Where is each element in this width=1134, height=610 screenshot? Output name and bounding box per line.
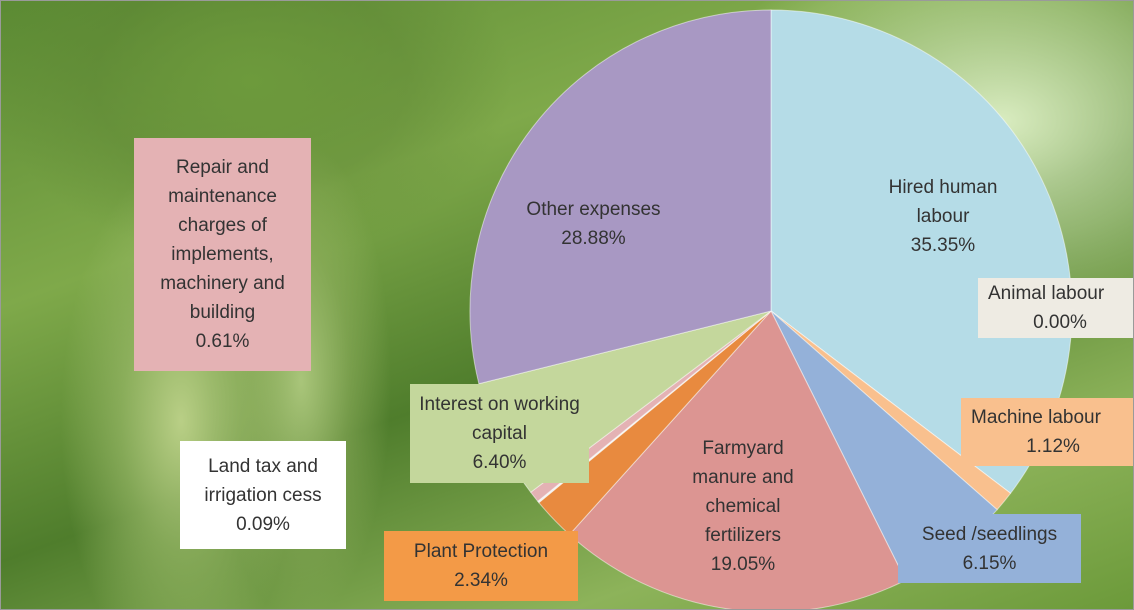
data-label: Animal labour 0.00%	[978, 278, 1133, 338]
value-label: 6.40%	[472, 452, 527, 473]
data-label: Machine labour 1.12%	[961, 398, 1133, 466]
data-label: Hired human labour 35.35%	[863, 166, 1023, 266]
category-label: Seed /seedlings	[921, 523, 1058, 545]
data-label: Seed /seedlings 6.15%	[898, 514, 1081, 583]
data-label: Plant Protection 2.34%	[384, 531, 578, 601]
value-label: 0.00%	[1033, 312, 1087, 333]
category-label: Repair and maintenance charges of implem…	[160, 157, 285, 323]
category-label: Animal labour	[988, 283, 1105, 304]
data-label: Repair and maintenance charges of implem…	[134, 138, 311, 371]
category-label: Interest on working capital	[419, 394, 580, 444]
pie-slice	[568, 310, 907, 609]
value-label: 0.61%	[195, 331, 250, 352]
value-label: 2.34%	[454, 570, 508, 591]
data-label: Other expenses 28.88%	[514, 189, 673, 258]
value-label: 28.88%	[561, 227, 626, 249]
category-label: Machine labour	[971, 407, 1101, 428]
value-label: 19.05%	[710, 553, 776, 575]
value-label: 6.15%	[962, 552, 1017, 574]
data-label: Interest on working capital 6.40%	[410, 384, 589, 483]
category-label: Plant Protection	[413, 541, 549, 562]
value-label: 35.35%	[910, 234, 976, 256]
value-label: 1.12%	[1026, 436, 1080, 457]
data-label: Land tax and irrigation cess 0.09%	[180, 441, 346, 549]
category-label: Land tax and irrigation cess	[204, 455, 322, 506]
data-label: Farmyard manure and chemical fertilizers…	[663, 421, 823, 591]
category-label: Hired human labour	[888, 176, 998, 227]
category-label: Other expenses	[526, 198, 661, 220]
category-label: Farmyard manure and chemical fertilizers	[692, 437, 794, 546]
value-label: 0.09%	[236, 513, 290, 535]
